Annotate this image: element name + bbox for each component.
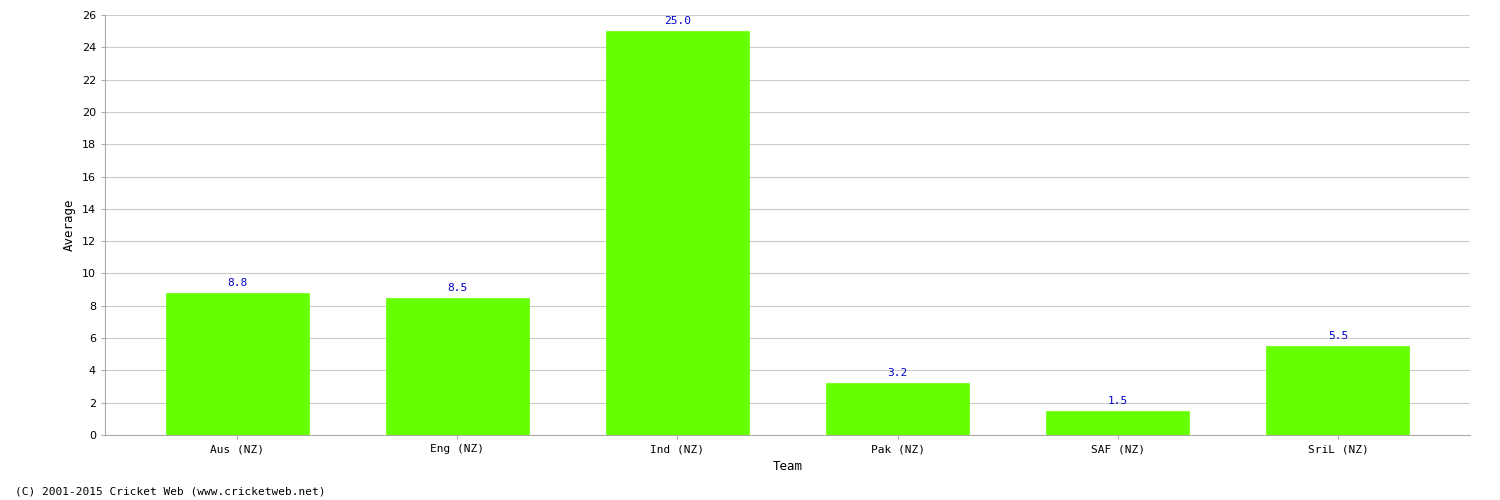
Text: 25.0: 25.0 xyxy=(664,16,692,26)
Y-axis label: Average: Average xyxy=(63,198,76,251)
Bar xyxy=(1046,411,1190,435)
Text: (C) 2001-2015 Cricket Web (www.cricketweb.net): (C) 2001-2015 Cricket Web (www.cricketwe… xyxy=(15,487,326,497)
Text: 3.2: 3.2 xyxy=(888,368,908,378)
Text: 8.5: 8.5 xyxy=(447,283,468,293)
Text: 5.5: 5.5 xyxy=(1328,332,1348,342)
Bar xyxy=(386,298,530,435)
X-axis label: Team: Team xyxy=(772,460,802,472)
Bar xyxy=(827,384,969,435)
Bar xyxy=(165,293,309,435)
Text: 1.5: 1.5 xyxy=(1107,396,1128,406)
Bar xyxy=(1266,346,1410,435)
Text: 8.8: 8.8 xyxy=(226,278,248,288)
Bar xyxy=(606,31,748,435)
